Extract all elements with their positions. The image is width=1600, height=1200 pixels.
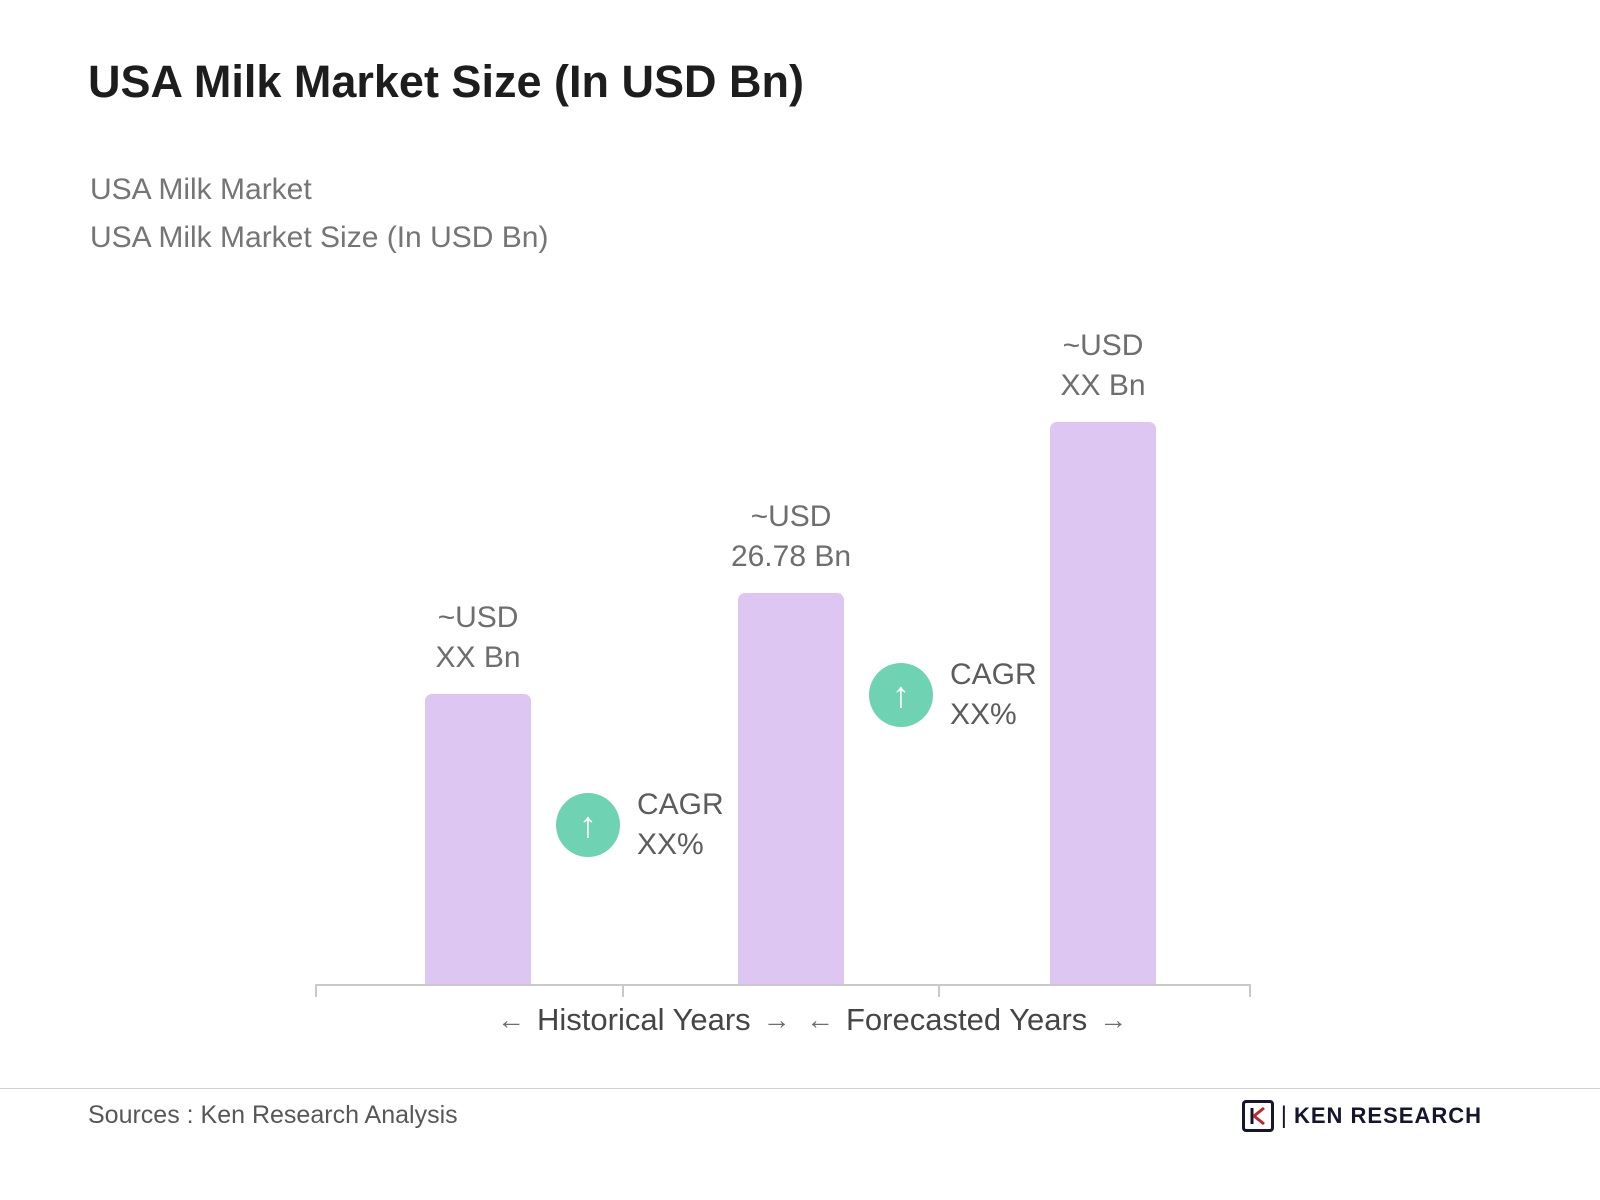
bar-value-label: ~USD XX Bn [1060, 329, 1146, 402]
bar-group-3: ~USD XX Bn [1018, 326, 1188, 985]
right-arrow-icon: → [762, 1004, 791, 1035]
growth-circle: ↑ [556, 793, 620, 857]
axis-group-historical-years: ← Historical Years → [497, 1002, 791, 1038]
axis-tick [315, 984, 317, 997]
left-arrow-icon: ← [497, 1004, 525, 1035]
subtitle-line-1: USA Milk Market [90, 173, 312, 206]
x-axis [315, 984, 1251, 997]
logo-text: KEN RESEARCH [1293, 1103, 1482, 1128]
bar-chart-plot-area: ~USD XX Bn ~USD 26.78 Bn ~USD XX Bn [315, 326, 1250, 985]
axis-tick [1249, 984, 1251, 997]
right-arrow-icon: → [1099, 1004, 1128, 1035]
axis-tick [938, 984, 940, 997]
axis-tick [622, 984, 624, 997]
bar-value-label: ~USD XX Bn [435, 601, 521, 674]
bar [425, 694, 531, 985]
cagr-label: CAGR XX% [950, 658, 1037, 731]
growth-circle: ↑ [869, 663, 933, 727]
axis-group-forecasted-years: ← Forecasted Years → [806, 1002, 1127, 1038]
axis-group-label: Forecasted Years [846, 1002, 1088, 1037]
ken-research-logo: | KEN RESEARCH [1241, 1100, 1482, 1132]
footer-divider [0, 1088, 1600, 1089]
cagr-annotation-2: ↑ CAGR XX% [869, 655, 1037, 735]
ken-research-logo-icon [1241, 1100, 1274, 1132]
chart-subtitle: USA Milk Market USA Milk Market Size (In… [90, 166, 548, 262]
logo-k-glyph [1250, 1106, 1265, 1126]
up-arrow-icon: ↑ [892, 674, 910, 715]
logo-divider: | [1280, 1102, 1287, 1129]
up-arrow-icon: ↑ [579, 804, 597, 845]
left-arrow-icon: ← [806, 1004, 834, 1035]
page-title: USA Milk Market Size (In USD Bn) [88, 56, 804, 107]
axis-group-label: Historical Years [537, 1002, 751, 1037]
bar-group-1: ~USD XX Bn [393, 326, 563, 985]
cagr-label: CAGR XX% [637, 788, 724, 861]
bar [1050, 422, 1156, 985]
bar-group-2: ~USD 26.78 Bn [706, 326, 876, 985]
subtitle-line-2: USA Milk Market Size (In USD Bn) [90, 221, 549, 254]
cagr-annotation-1: ↑ CAGR XX% [556, 785, 724, 865]
sources-text: Sources : Ken Research Analysis [88, 1101, 458, 1129]
bar [738, 593, 844, 985]
bar-value-label: ~USD 26.78 Bn [730, 500, 852, 573]
